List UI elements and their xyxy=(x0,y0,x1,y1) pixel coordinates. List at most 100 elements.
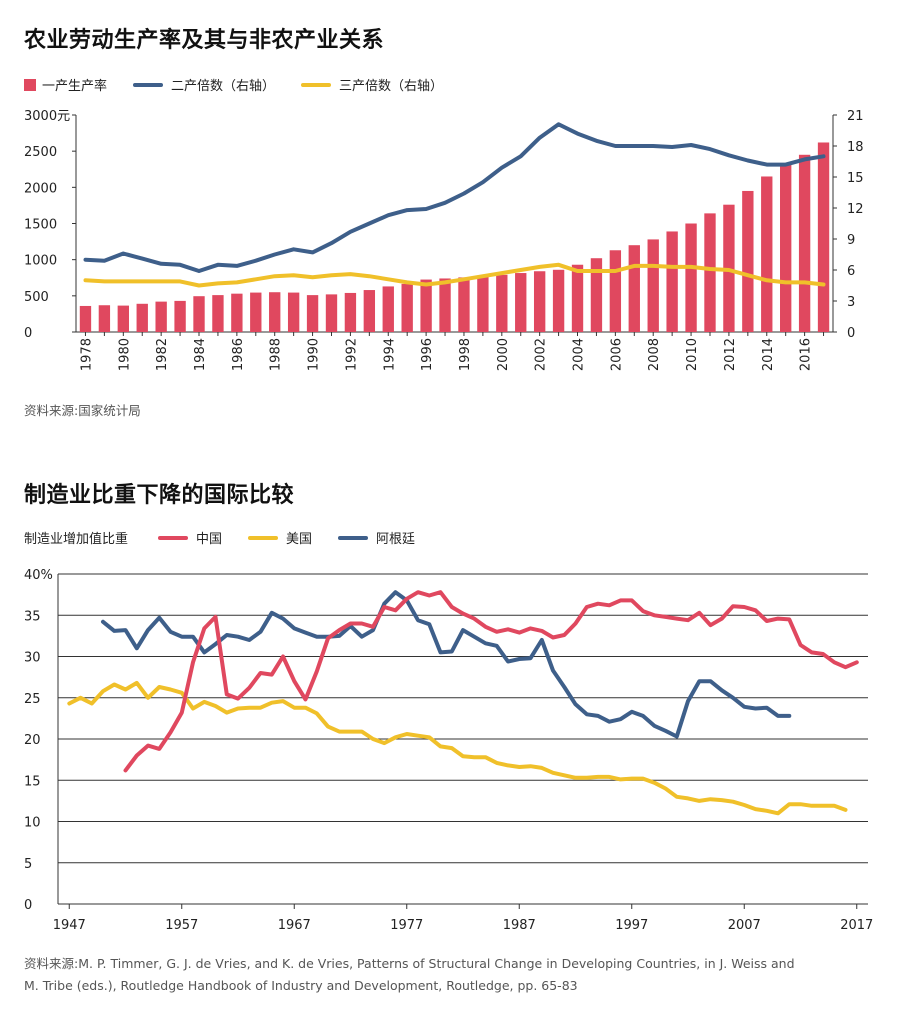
y-tick-label: 40% xyxy=(24,568,53,583)
chart1-title: 农业劳动生产率及其与非农产业关系 xyxy=(24,28,385,53)
legend-swatch-us xyxy=(248,535,279,540)
legend-label-primary: 一产生产率 xyxy=(42,79,108,94)
x-tick-label: 1998 xyxy=(458,338,473,371)
right-tick-label: 21 xyxy=(847,109,864,124)
x-tick-label: 2006 xyxy=(609,338,624,371)
bar-2007 xyxy=(628,245,640,332)
bar-1999 xyxy=(477,276,489,332)
right-tick-label: 15 xyxy=(847,171,864,186)
x-tick-label: 1980 xyxy=(117,338,132,371)
bar-2017 xyxy=(817,142,830,332)
bar-1996 xyxy=(420,279,432,332)
y-tick-label: 15 xyxy=(24,774,41,789)
line-argentina xyxy=(101,590,792,739)
bar-2016 xyxy=(798,154,811,332)
legend-swatch-china xyxy=(158,535,189,540)
bar-1993 xyxy=(363,290,376,332)
bar-2003 xyxy=(552,269,565,332)
bar-1990 xyxy=(306,295,319,332)
legend-label-china: 中国 xyxy=(196,532,223,547)
legend-label-secondary: 二产倍数（右轴） xyxy=(171,79,276,94)
chart1-source: 资料来源:国家统计局 xyxy=(24,403,141,418)
legend-item-us: 美国 xyxy=(248,528,312,547)
bar-1979 xyxy=(98,305,111,332)
x-tick-label: 1978 xyxy=(79,338,94,371)
x-tick-label: 2017 xyxy=(840,918,873,933)
bar-2006 xyxy=(609,250,622,332)
y-tick-label: 10 xyxy=(24,816,41,831)
x-tick-label: 1997 xyxy=(615,918,648,933)
chart2-title: 制造业比重下降的国际比较 xyxy=(24,483,295,508)
legend-swatch-line-yellow xyxy=(301,82,332,87)
y-tick-label: 5 xyxy=(24,857,32,872)
right-tick-label: 0 xyxy=(847,326,855,341)
chart2-source-line1: 资料来源:M. P. Timmer, G. J. de Vries, and K… xyxy=(24,956,795,971)
bar-1981 xyxy=(136,303,148,332)
bar-1995 xyxy=(401,283,413,332)
bar-1988 xyxy=(269,292,281,332)
bar-1986 xyxy=(231,293,243,332)
legend-item-china: 中国 xyxy=(158,528,222,547)
bar-1991 xyxy=(325,294,338,332)
bar-2001 xyxy=(515,273,527,332)
x-tick-label: 1994 xyxy=(382,338,397,371)
bar-2013 xyxy=(742,190,754,332)
legend-item-tertiary-multiple: 三产倍数（右轴） xyxy=(301,75,443,94)
chart1-legend: 一产生产率 二产倍数（右轴） 三产倍数（右轴） xyxy=(24,75,469,94)
bar-2004 xyxy=(571,264,584,332)
x-tick-label: 1990 xyxy=(307,338,322,371)
legend-item-argentina: 阿根廷 xyxy=(338,528,415,547)
bar-2015 xyxy=(780,163,792,332)
x-tick-label: 2008 xyxy=(647,338,662,371)
bar-1984 xyxy=(193,296,205,332)
y-tick-label: 20 xyxy=(24,733,41,748)
right-tick-label: 18 xyxy=(847,140,864,155)
y-tick-label: 0 xyxy=(24,898,32,913)
bar-1983 xyxy=(174,300,186,332)
x-tick-label: 2007 xyxy=(728,918,761,933)
bar-2011 xyxy=(704,213,716,332)
x-tick-label: 2012 xyxy=(723,338,738,371)
y-axis-label-text: 制造业增加值比重 xyxy=(24,532,129,547)
left-tick-label: 1500 xyxy=(24,218,57,233)
legend-label-argentina: 阿根廷 xyxy=(376,532,416,547)
x-tick-label: 1986 xyxy=(231,338,246,371)
x-tick-label: 1984 xyxy=(193,338,208,371)
bar-1997 xyxy=(439,278,451,332)
chart1-plot: 0 500 1000 1500 2000 2500 3000元 0 3 6 9 12 15 18 21 197… xyxy=(24,109,864,371)
bar-2008 xyxy=(647,239,659,332)
y-tick-label: 35 xyxy=(24,609,41,624)
x-tick-label: 1996 xyxy=(420,338,435,371)
line-us xyxy=(67,680,848,816)
line-tertiary-multiple xyxy=(83,262,826,288)
bar-1980 xyxy=(117,305,129,332)
legend-item-primary-productivity: 一产生产率 xyxy=(24,75,107,94)
bar-1989 xyxy=(287,292,300,332)
x-tick-label: 1982 xyxy=(155,338,170,371)
x-tick-label: 1988 xyxy=(269,338,284,371)
left-tick-label: 2000 xyxy=(24,181,57,196)
chart2-plot: 0 5 10 15 20 25 30 35 40% 1947 1957 1967 1977 1987 199… xyxy=(24,568,873,933)
bar-1985 xyxy=(212,295,224,332)
bar-2009 xyxy=(666,231,678,332)
x-tick-label: 1947 xyxy=(53,918,86,933)
x-tick-label: 1977 xyxy=(390,918,423,933)
left-tick-label: 0 xyxy=(24,326,32,341)
bar-1998 xyxy=(458,277,470,332)
line-secondary-multiple xyxy=(83,122,826,273)
legend-label-tertiary: 三产倍数（右轴） xyxy=(339,79,444,94)
bar-1994 xyxy=(382,286,394,332)
chart2-legend: 制造业增加值比重 中国 美国 阿根廷 xyxy=(24,528,441,547)
right-tick-label: 3 xyxy=(847,295,855,310)
right-tick-label: 12 xyxy=(847,202,864,217)
legend-swatch-bar xyxy=(24,78,36,91)
x-tick-label: 1957 xyxy=(165,918,198,933)
bar-1992 xyxy=(344,292,357,332)
bar-1978 xyxy=(79,305,92,332)
right-tick-label: 6 xyxy=(847,264,855,279)
x-tick-label: 2000 xyxy=(496,338,511,371)
left-tick-label: 500 xyxy=(24,290,49,305)
x-tick-label: 2016 xyxy=(799,338,814,371)
x-tick-label: 1967 xyxy=(278,918,311,933)
legend-label-us: 美国 xyxy=(286,532,313,547)
